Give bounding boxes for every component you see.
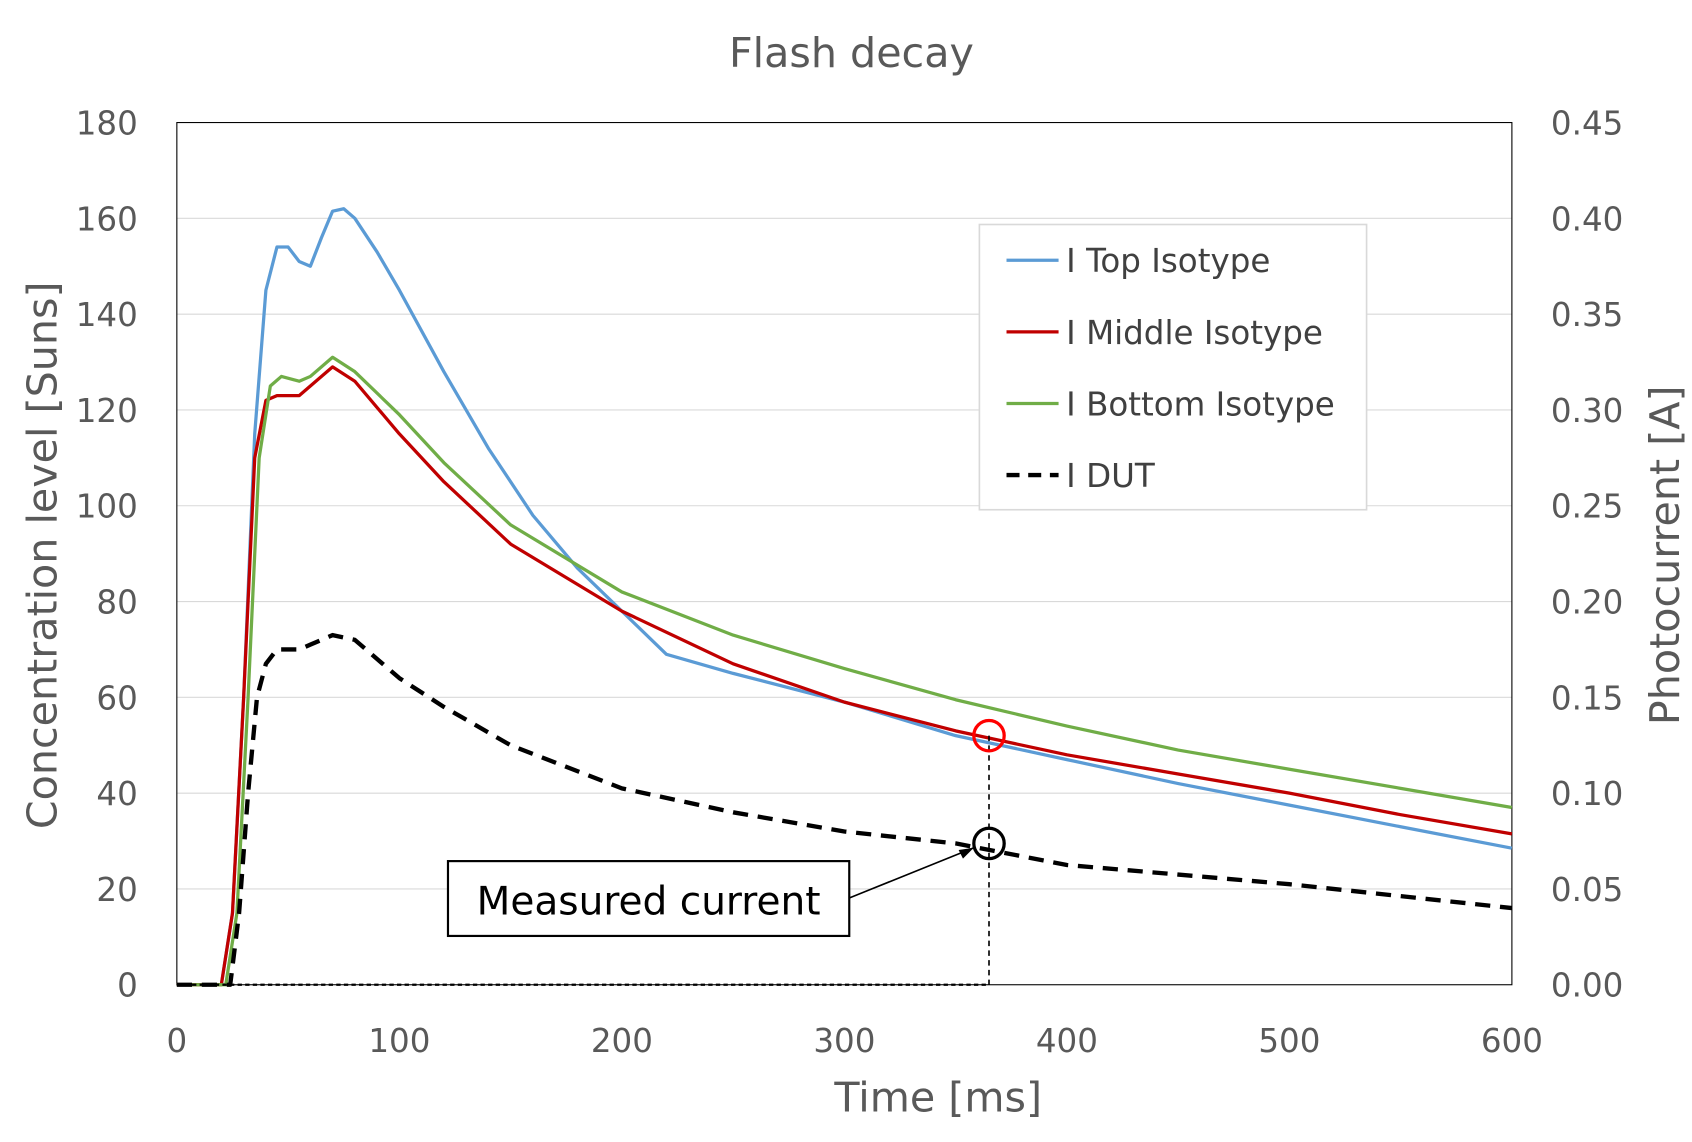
x-axis-label: Time [ms]	[833, 1074, 1042, 1122]
annotation	[176, 718, 1006, 986]
annotation-text: Measured current	[477, 879, 821, 924]
series-line-i-middle-isotype	[176, 365, 1513, 987]
legend: I Top Isotype I Middle Isotype I Bottom Is…	[978, 223, 1368, 511]
y2-tick-label: 0.10	[1551, 775, 1623, 813]
legend-label: I DUT	[1066, 457, 1155, 495]
chart-title: Flash decay	[729, 29, 974, 77]
y2-axis-label: Photocurrent [A]	[1641, 385, 1689, 725]
x-tick-label: 500	[1258, 1022, 1320, 1060]
y-tick-label: 140	[76, 296, 138, 334]
y2-tick-label: 0.35	[1551, 296, 1623, 334]
series-line-i-bottom-isotype	[176, 355, 1513, 987]
red-marker-circle	[972, 718, 1006, 753]
y-tick-label: 160	[76, 200, 138, 238]
x-tick-label: 100	[368, 1022, 430, 1060]
annotation-box	[446, 860, 851, 938]
y-tick-label: 40	[96, 775, 137, 813]
y2-tick-label: 0.25	[1551, 488, 1623, 526]
x-tick-label: 300	[813, 1022, 875, 1060]
y2-tick-label: 0.40	[1551, 200, 1623, 238]
x-tick-label: 400	[1036, 1022, 1098, 1060]
y-tick-label: 180	[76, 104, 138, 142]
y-tick-label: 60	[96, 679, 137, 717]
y-tick-label: 120	[76, 392, 138, 430]
y2-axis-ticks: 0.00 0.05 0.10 0.15 0.20 0.25 0.30 0.35 0.40 0.45	[1551, 104, 1623, 1004]
grid-lines	[176, 217, 1512, 890]
arrow-head-icon	[958, 847, 974, 859]
legend-label: I Bottom Isotype	[1066, 385, 1335, 423]
legend-label: I Top Isotype	[1066, 242, 1270, 280]
y-tick-label: 0	[117, 967, 138, 1005]
y2-tick-label: 0.45	[1551, 104, 1623, 142]
y2-tick-label: 0.05	[1551, 871, 1623, 909]
y2-tick-label: 0.00	[1551, 967, 1623, 1005]
y-axis-ticks: 0 20 40 60 80 100 120 140 160 180	[76, 104, 138, 1004]
x-axis-ticks: 0 100 200 300 400 500 600	[167, 1022, 1543, 1060]
legend-label: I Middle Isotype	[1066, 314, 1323, 352]
x-tick-label: 200	[591, 1022, 653, 1060]
plot-area-border	[176, 122, 1513, 986]
annotation-arrow	[848, 847, 975, 899]
y2-tick-label: 0.20	[1551, 583, 1623, 621]
y2-tick-label: 0.30	[1551, 392, 1623, 430]
y-axis-label: Concentration level [Suns]	[18, 281, 66, 829]
series-line-i-dut	[176, 632, 1513, 987]
x-tick-label: 0	[167, 1022, 188, 1060]
x-tick-label: 600	[1481, 1022, 1543, 1060]
y-tick-label: 20	[96, 871, 137, 909]
black-marker-circle	[972, 826, 1006, 861]
y-tick-label: 100	[76, 488, 138, 526]
y-tick-label: 80	[96, 583, 137, 621]
y2-tick-label: 0.15	[1551, 679, 1623, 717]
